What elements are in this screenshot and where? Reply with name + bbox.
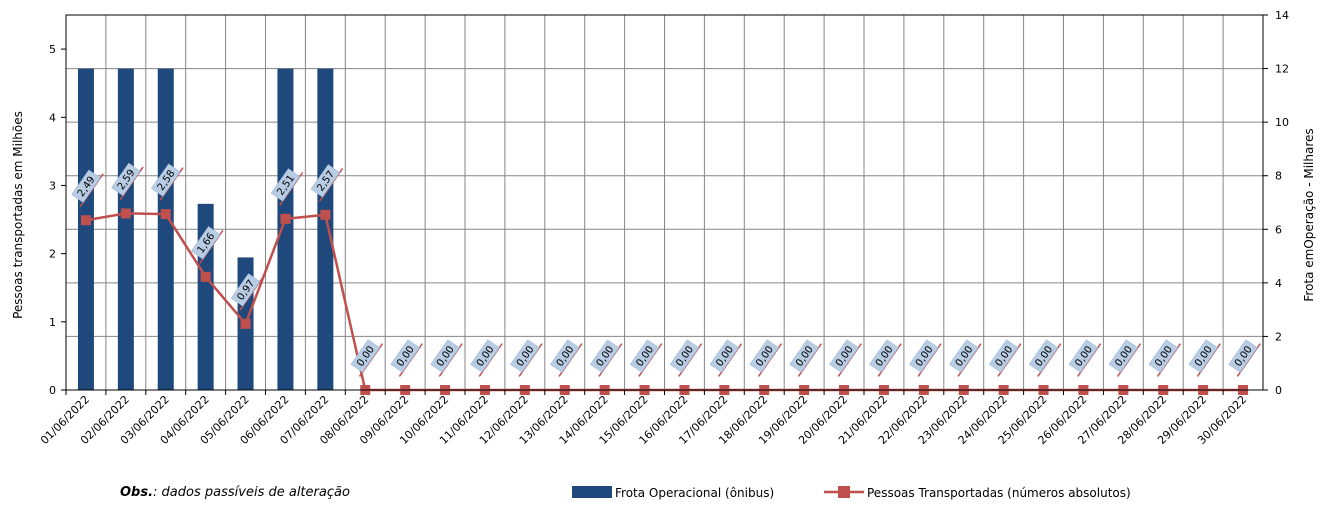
- left-tick-label: 0: [49, 384, 56, 397]
- data-label: 0,00: [789, 339, 822, 377]
- observation-note: Obs.: dados passíveis de alteração: [120, 485, 350, 500]
- line-point: [160, 209, 171, 220]
- data-label-box: [789, 339, 819, 373]
- line-point: [120, 208, 131, 219]
- data-label-box: [1148, 339, 1178, 373]
- data-label: 0,00: [510, 339, 543, 377]
- line-point: [280, 213, 291, 224]
- legend-bar-label: Frota Operacional (ônibus): [615, 486, 774, 500]
- left-tick-label: 5: [49, 43, 56, 56]
- data-label-box: [190, 226, 221, 260]
- bar: [317, 68, 334, 391]
- right-tick-label: 14: [1275, 9, 1289, 22]
- data-label: 0,00: [949, 339, 982, 377]
- data-label-box: [629, 339, 660, 373]
- data-label: 0,00: [550, 339, 583, 377]
- data-label-box: [1028, 339, 1059, 373]
- right-tick-label: 4: [1275, 277, 1282, 290]
- data-label-box: [111, 162, 141, 197]
- data-label-box: [550, 339, 580, 373]
- line-point: [80, 215, 91, 226]
- grid-lines: [66, 14, 1263, 390]
- bar: [117, 68, 134, 391]
- data-label: 0,00: [589, 339, 623, 377]
- data-label-box: [589, 339, 620, 373]
- data-label: 0,00: [669, 339, 703, 377]
- left-axis-title: Pessoas transportadas em Milhões: [11, 111, 25, 319]
- observation-note-bold: Obs.: [120, 485, 153, 500]
- data-label: 0,00: [1108, 339, 1142, 377]
- data-label: 0,00: [869, 339, 902, 377]
- data-label-box: [709, 339, 740, 373]
- data-label: 0,00: [1228, 339, 1261, 377]
- data-label-box: [230, 273, 261, 307]
- data-label-box: [869, 339, 899, 373]
- data-label-box: [310, 164, 341, 198]
- data-label-box: [1228, 339, 1258, 373]
- right-tick-label: 6: [1275, 223, 1282, 236]
- data-label-box: [510, 339, 540, 373]
- right-tick-label: 12: [1275, 63, 1289, 76]
- right-tick-label: 8: [1275, 170, 1282, 183]
- line-point: [200, 271, 211, 282]
- data-label: 0,00: [709, 339, 743, 377]
- right-axis-ticks: 0 2 4 6 8 10 12 14: [1263, 9, 1289, 397]
- right-tick-label: 0: [1275, 384, 1282, 397]
- data-label-box: [988, 339, 1019, 373]
- right-tick-label: 10: [1275, 116, 1289, 129]
- left-tick-label: 2: [49, 248, 56, 261]
- data-label: 0,00: [1188, 339, 1221, 377]
- data-label-box: [669, 339, 700, 373]
- line-point: [320, 209, 331, 220]
- data-label: 0,00: [1148, 339, 1182, 377]
- data-label-box: [390, 339, 420, 373]
- observation-note-text: : dados passíveis de alteração: [153, 485, 350, 500]
- data-label: 0,00: [1028, 339, 1062, 377]
- data-label: 0,00: [829, 339, 862, 377]
- right-axis-title: Frota emOperação - Milhares: [1302, 128, 1316, 301]
- left-tick-label: 3: [49, 179, 56, 192]
- legend-line-marker: [838, 486, 850, 498]
- line-point: [240, 318, 251, 329]
- data-label: 0,00: [390, 339, 423, 377]
- data-label-box: [350, 339, 380, 373]
- data-label-box: [949, 339, 979, 373]
- bar: [157, 68, 174, 391]
- data-label: 0,00: [430, 339, 463, 377]
- data-label: 0,00: [1068, 339, 1102, 377]
- data-label-box: [270, 168, 301, 202]
- left-tick-label: 4: [49, 111, 56, 124]
- data-label: 0,00: [749, 339, 783, 377]
- data-label: 0,00: [909, 339, 942, 377]
- bar: [277, 68, 294, 391]
- data-label-box: [749, 339, 779, 373]
- data-label-box: [470, 339, 500, 373]
- data-label-box: [909, 339, 939, 373]
- data-label: 0,00: [988, 339, 1022, 377]
- x-axis-ticks: 01/06/202202/06/202203/06/202204/06/2022…: [38, 390, 1249, 447]
- bar-series: [77, 68, 334, 391]
- data-label-box: [1188, 339, 1218, 373]
- data-label-box: [151, 163, 181, 197]
- data-label-box: [71, 169, 101, 203]
- left-axis-ticks: 0 1 2 3 4 5: [49, 43, 66, 397]
- legend-line-label: Pessoas Transportadas (números absolutos…: [867, 486, 1131, 500]
- data-label: 0,00: [470, 339, 503, 377]
- data-label-box: [430, 339, 460, 373]
- data-label-box: [1108, 339, 1139, 373]
- data-label-box: [1068, 339, 1099, 373]
- data-label-box: [829, 339, 859, 373]
- bar: [77, 68, 94, 391]
- data-label: 2,51: [270, 168, 304, 206]
- left-tick-label: 1: [49, 316, 56, 329]
- right-tick-label: 2: [1275, 330, 1282, 343]
- data-label: 0,00: [629, 339, 663, 377]
- legend: Frota Operacional (ônibus) Pessoas Trans…: [572, 486, 1131, 500]
- legend-bar-swatch: [572, 486, 612, 498]
